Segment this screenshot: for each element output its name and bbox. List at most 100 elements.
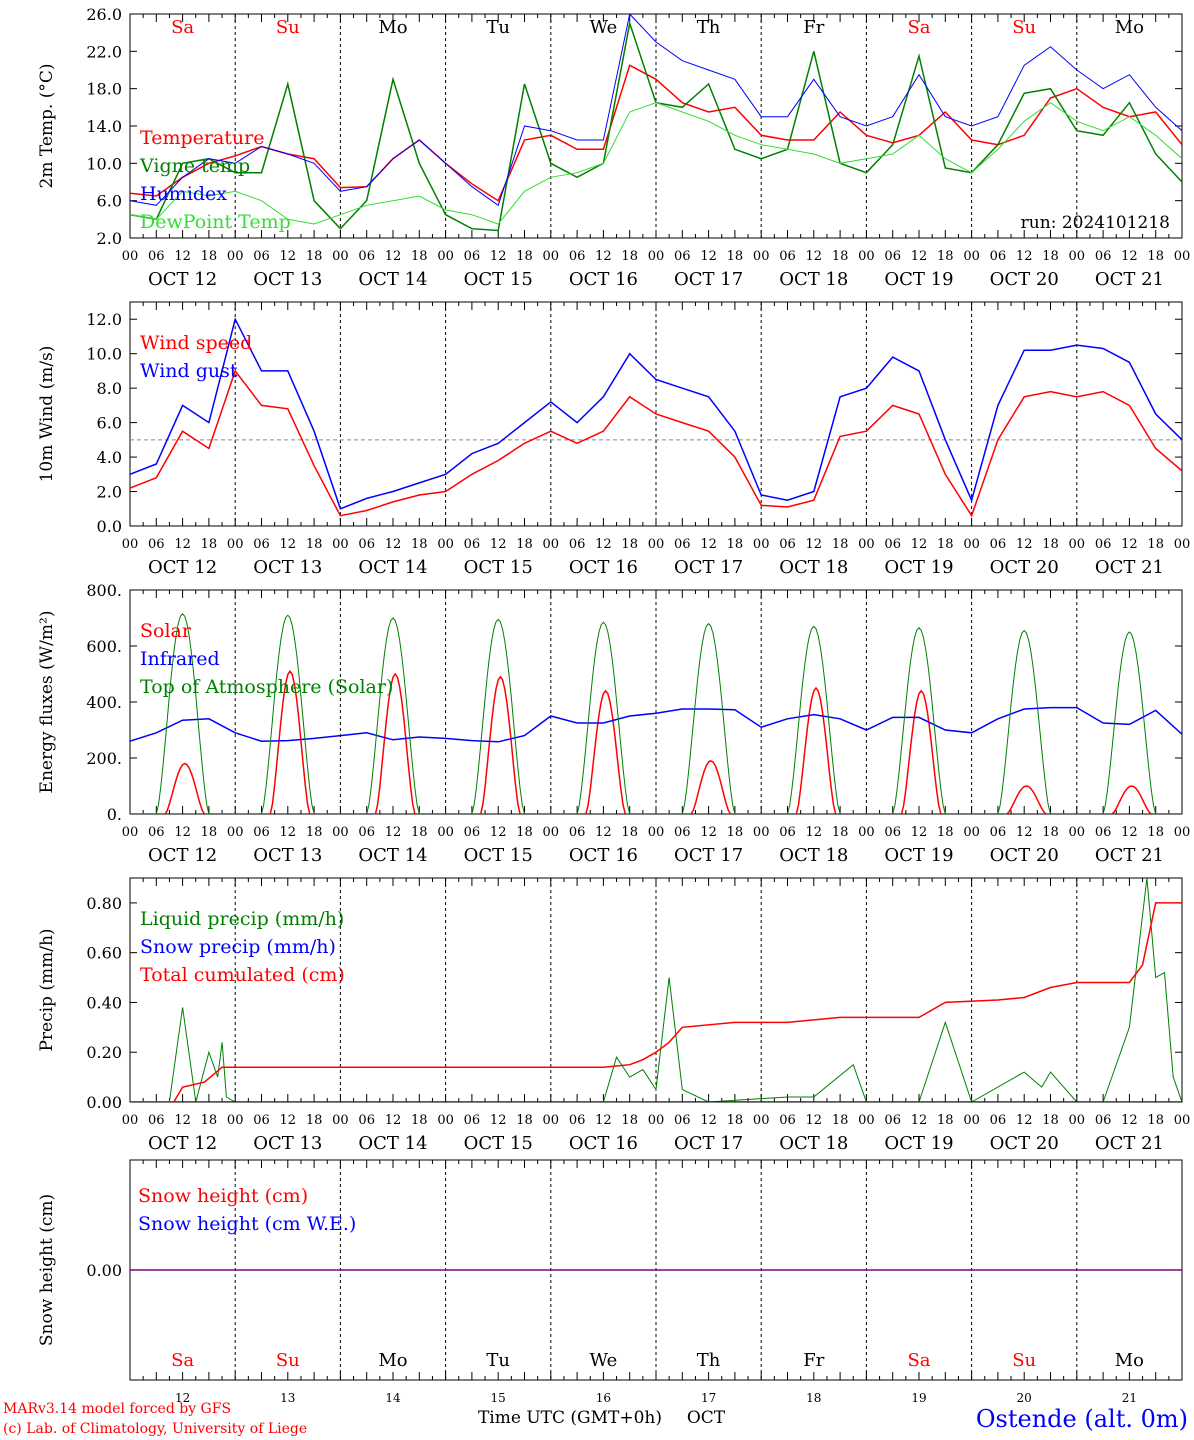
hour-tick-label: 00 bbox=[753, 249, 770, 264]
hour-tick-label: 12 bbox=[174, 249, 191, 264]
date-label: OCT 16 bbox=[569, 1133, 638, 1154]
hour-tick-label: 00 bbox=[963, 537, 980, 552]
hour-tick-label: 00 bbox=[963, 249, 980, 264]
hour-tick-label: 18 bbox=[411, 537, 428, 552]
y-tick-label: 0.00 bbox=[86, 1093, 122, 1112]
weekday-label: Th bbox=[697, 17, 721, 38]
day-number-label: 14 bbox=[385, 1391, 401, 1405]
date-label: OCT 20 bbox=[990, 845, 1059, 866]
weekday-label: We bbox=[590, 17, 618, 38]
y-tick-label: 800. bbox=[86, 581, 122, 600]
panel-3: 0. 200. 400. 600. 800. Energy fluxes (W/m²) 00… bbox=[37, 581, 1190, 866]
hour-tick-label: 00 bbox=[332, 1113, 349, 1128]
panel-5: 0.00 Snow height (cm) Sa 12 Su 13 Mo 14 Tu 15 We 16… bbox=[37, 1159, 1183, 1405]
hour-tick-label: 00 bbox=[122, 825, 139, 840]
hour-tick-label: 12 bbox=[490, 537, 507, 552]
hour-tick-label: 06 bbox=[779, 1113, 796, 1128]
hour-tick-label: 06 bbox=[569, 825, 586, 840]
weekday-label: Sa bbox=[907, 17, 930, 38]
y-axis-label: 10m Wind (m/s) bbox=[37, 346, 57, 483]
date-label: OCT 21 bbox=[1095, 269, 1164, 290]
hour-tick-label: 00 bbox=[648, 825, 665, 840]
hour-tick-label: 06 bbox=[1095, 1113, 1112, 1128]
weekday-label: Th bbox=[697, 1350, 721, 1371]
weekday-label: Tu bbox=[486, 1350, 510, 1371]
hour-tick-label: 18 bbox=[832, 825, 849, 840]
hour-tick-label: 06 bbox=[148, 537, 165, 552]
hour-tick-label: 12 bbox=[280, 249, 297, 264]
legend-entry: Liquid precip (mm/h) bbox=[140, 908, 344, 930]
hour-tick-label: 00 bbox=[332, 825, 349, 840]
hour-tick-label: 00 bbox=[332, 249, 349, 264]
hour-tick-label: 12 bbox=[1121, 1113, 1138, 1128]
hour-tick-label: 18 bbox=[937, 537, 954, 552]
date-label: OCT 19 bbox=[884, 1133, 953, 1154]
hour-tick-label: 18 bbox=[306, 825, 323, 840]
series-line-wind-speed bbox=[130, 369, 1182, 518]
hour-tick-label: 06 bbox=[674, 537, 691, 552]
hour-tick-label: 12 bbox=[490, 249, 507, 264]
date-label: OCT 18 bbox=[779, 269, 848, 290]
hour-tick-label: 00 bbox=[122, 537, 139, 552]
panel-1: 2.0 6.0 10.0 14.0 18.0 22.0 26.0 2m Temp. (°C) 0… bbox=[37, 5, 1190, 290]
hour-tick-label: 00 bbox=[1069, 825, 1086, 840]
hour-tick-label: 12 bbox=[490, 825, 507, 840]
weekday-label: Sa bbox=[907, 1350, 930, 1371]
hour-tick-label: 12 bbox=[806, 249, 823, 264]
date-label: OCT 18 bbox=[779, 1133, 848, 1154]
date-label: OCT 21 bbox=[1095, 845, 1164, 866]
hour-tick-label: 12 bbox=[911, 249, 928, 264]
hour-tick-label: 00 bbox=[1174, 1113, 1191, 1128]
y-tick-label: 6.0 bbox=[97, 414, 122, 433]
date-label: OCT 12 bbox=[148, 269, 217, 290]
date-label: OCT 21 bbox=[1095, 1133, 1164, 1154]
y-tick-label: 2.0 bbox=[97, 483, 122, 502]
hour-tick-label: 12 bbox=[911, 825, 928, 840]
weekday-label: Su bbox=[276, 17, 300, 38]
hour-tick-label: 18 bbox=[516, 825, 533, 840]
hour-tick-label: 18 bbox=[937, 825, 954, 840]
legend-entry: Snow height (cm) bbox=[138, 1185, 308, 1207]
legend-entry: Top of Atmosphere (Solar) bbox=[140, 676, 393, 698]
legend-entry: Snow precip (mm/h) bbox=[140, 936, 336, 958]
y-tick-label: 0.80 bbox=[86, 894, 122, 913]
hour-tick-label: 00 bbox=[437, 1113, 454, 1128]
hour-tick-label: 06 bbox=[674, 1113, 691, 1128]
legend-entry: Total cumulated (cm) bbox=[140, 964, 345, 986]
legend-entry: Humidex bbox=[140, 183, 227, 205]
y-axis-label: Energy fluxes (W/m²) bbox=[37, 611, 57, 794]
series-group bbox=[130, 613, 1182, 814]
hour-tick-label: 00 bbox=[227, 537, 244, 552]
hour-tick-label: 06 bbox=[148, 1113, 165, 1128]
hour-tick-label: 18 bbox=[727, 537, 744, 552]
hour-tick-label: 18 bbox=[621, 537, 638, 552]
date-label: OCT 13 bbox=[253, 1133, 322, 1154]
hour-tick-label: 18 bbox=[516, 537, 533, 552]
hour-tick-label: 18 bbox=[1042, 825, 1059, 840]
run-label: run: 2024101218 bbox=[1021, 213, 1170, 233]
weekday-label: Sa bbox=[171, 1350, 194, 1371]
date-label: OCT 18 bbox=[779, 557, 848, 578]
date-label: OCT 18 bbox=[779, 845, 848, 866]
series-line-solar bbox=[130, 669, 1182, 814]
hour-tick-label: 06 bbox=[358, 825, 375, 840]
hour-tick-label: 18 bbox=[1042, 249, 1059, 264]
hour-tick-label: 00 bbox=[648, 537, 665, 552]
hour-tick-label: 18 bbox=[306, 249, 323, 264]
hour-tick-label: 06 bbox=[464, 537, 481, 552]
hour-tick-label: 12 bbox=[1016, 1113, 1033, 1128]
hour-tick-label: 12 bbox=[1016, 249, 1033, 264]
hour-tick-label: 18 bbox=[306, 537, 323, 552]
y-tick-label: 10.0 bbox=[86, 345, 122, 364]
hour-tick-label: 06 bbox=[779, 537, 796, 552]
hour-tick-label: 00 bbox=[753, 825, 770, 840]
hour-tick-label: 12 bbox=[806, 1113, 823, 1128]
hour-tick-label: 12 bbox=[595, 825, 612, 840]
y-tick-label: 0.0 bbox=[97, 517, 122, 536]
time-axis-label: Time UTC (GMT+0h) bbox=[478, 1408, 662, 1428]
hour-tick-label: 00 bbox=[858, 825, 875, 840]
hour-tick-label: 00 bbox=[1069, 537, 1086, 552]
plot-frame bbox=[129, 13, 1183, 239]
date-label: OCT 16 bbox=[569, 845, 638, 866]
